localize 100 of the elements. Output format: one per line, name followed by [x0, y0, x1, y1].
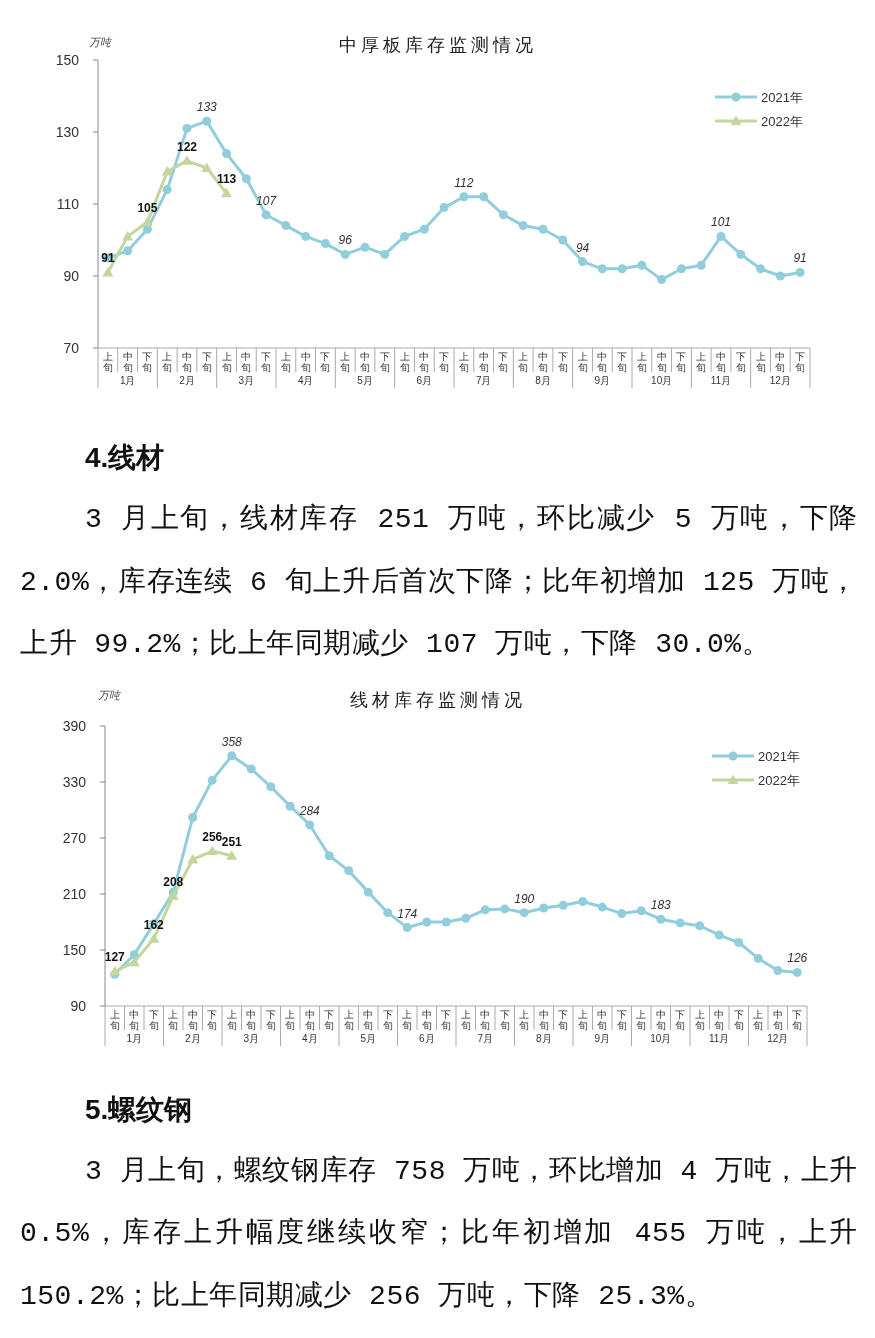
data-label: 101 [710, 215, 732, 230]
point [714, 930, 724, 940]
x-tick-label: 中旬 [122, 351, 133, 373]
text: 1月 [119, 375, 136, 386]
text: 2月 [179, 375, 195, 386]
text: 3 月上旬，螺纹钢库存 758 万吨，环比增加 4 万吨，上升0.5%，库存上升幅度继续收窄；比年初增加 455 万吨，上升150.2%；比上年同期减少 256 万吨，下降 25.3%。 [19, 1154, 859, 1314]
y-axis-title: 万吨 [89, 36, 113, 48]
x-tick-label: 中旬 [772, 1008, 783, 1031]
x-tick-label: 中旬 [182, 351, 192, 373]
x-tick-label: 中旬 [480, 1008, 491, 1031]
x-tick-label: 上旬 [636, 351, 647, 373]
x-tick-label: 上旬 [226, 1008, 237, 1031]
text: 1月 [126, 1032, 143, 1044]
x-tick-label: 中旬 [597, 1008, 608, 1031]
point [380, 249, 390, 259]
point [578, 257, 588, 267]
x-tick-label: 中旬 [300, 351, 311, 373]
point [241, 174, 251, 184]
x-tick-label: 下旬 [439, 351, 450, 373]
point [182, 123, 192, 133]
point [676, 264, 686, 274]
data-label: 94 [575, 240, 590, 255]
x-tick-label: 上旬 [755, 351, 766, 373]
y-tick-label: 330 [62, 773, 87, 790]
point [775, 271, 785, 281]
x-tick-label: 下旬 [558, 1008, 569, 1031]
data-label: 105 [137, 201, 158, 215]
text: 12月 [769, 375, 791, 386]
point [538, 224, 548, 234]
text: 3月 [243, 1032, 260, 1044]
point [206, 845, 218, 855]
point [753, 953, 763, 963]
data-label: 113 [216, 172, 237, 187]
point [188, 812, 198, 822]
point [360, 242, 370, 252]
x-tick-label: 上旬 [162, 351, 173, 373]
x-tick-label: 上旬 [753, 1008, 764, 1031]
data-label: 174 [397, 906, 418, 921]
x-tick-label: 中旬 [716, 351, 726, 373]
point [246, 763, 256, 773]
data-label: 91 [793, 251, 807, 266]
text: 7月 [477, 1032, 494, 1044]
point [479, 192, 489, 202]
point [383, 907, 393, 917]
x-tick-label: 中旬 [246, 1008, 257, 1031]
text: 2月 [184, 1032, 201, 1044]
point [281, 221, 291, 231]
data-label: 358 [221, 734, 243, 749]
x-tick-label: 下旬 [733, 1008, 744, 1031]
y-tick-label: 130 [55, 124, 80, 140]
point [736, 249, 746, 259]
text: 8月 [535, 375, 551, 386]
chart-title: 线材库存监测情况 [350, 689, 526, 710]
point [227, 750, 237, 760]
point [402, 922, 412, 932]
x-tick-label: 下旬 [735, 351, 746, 373]
text: 4月 [301, 1032, 318, 1044]
text: 9月 [594, 375, 611, 386]
x-tick-label: 下旬 [207, 1008, 218, 1031]
point [301, 231, 311, 241]
point [756, 264, 766, 274]
point [266, 781, 276, 791]
point [773, 965, 783, 975]
point [419, 224, 429, 234]
data-label: 190 [514, 891, 535, 906]
x-tick-label: 上旬 [402, 1008, 413, 1031]
y-tick-label: 210 [62, 885, 87, 902]
point [558, 900, 568, 910]
text: 11月 [710, 375, 732, 386]
data-label: 251 [221, 834, 243, 849]
legend-label: 2022年 [758, 772, 800, 788]
x-tick-label: 上旬 [696, 351, 707, 373]
x-tick-label: 上旬 [399, 351, 410, 373]
point [675, 917, 685, 927]
x-tick-label: 中旬 [538, 1008, 549, 1031]
x-tick-label: 下旬 [148, 1008, 159, 1031]
data-label: 91 [101, 251, 115, 266]
data-label: 112 [454, 175, 474, 190]
point [305, 819, 315, 829]
point [657, 275, 667, 285]
y-tick-label: 150 [55, 52, 80, 68]
x-tick-label: 中旬 [538, 351, 548, 373]
data-label: 127 [104, 949, 126, 964]
x-tick-label: 下旬 [320, 351, 331, 373]
text: 4月 [297, 375, 314, 386]
point [109, 965, 121, 975]
point [363, 887, 373, 897]
point [162, 185, 172, 195]
x-tick-label: 下旬 [261, 351, 272, 373]
x-tick-label: 下旬 [617, 351, 628, 373]
x-tick-label: 上旬 [343, 1008, 354, 1031]
point [422, 917, 432, 926]
point [636, 905, 646, 915]
point [695, 920, 705, 930]
x-tick-label: 上旬 [694, 1008, 705, 1031]
point [344, 865, 354, 875]
point [498, 210, 508, 220]
text: 10月 [650, 1032, 672, 1044]
point [637, 260, 647, 270]
x-tick-label: 中旬 [419, 351, 430, 373]
